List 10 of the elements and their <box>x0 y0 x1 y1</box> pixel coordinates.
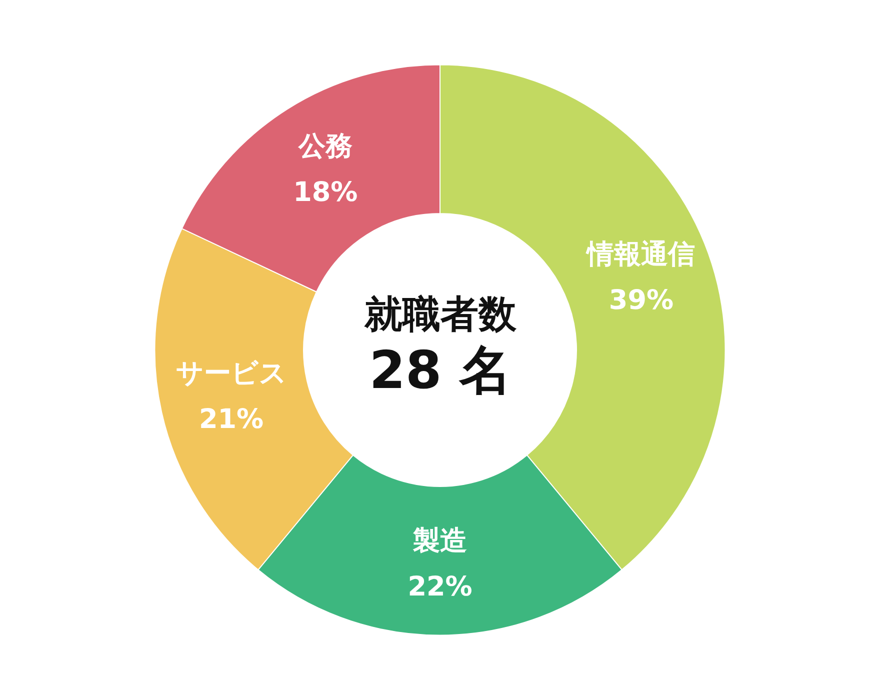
slice-label: 公務 <box>297 130 352 162</box>
slice-label: 情報通信 <box>585 239 696 270</box>
slice-label: 製造 <box>412 525 467 556</box>
slice-label: サービス <box>176 358 287 390</box>
data-label: 21% <box>198 404 264 436</box>
text: 28 名 <box>369 341 512 401</box>
data-label: 18% <box>293 176 358 208</box>
data-label: 39% <box>608 285 674 316</box>
data-label: 22% <box>408 571 472 602</box>
text: 就職者数 <box>364 292 518 336</box>
